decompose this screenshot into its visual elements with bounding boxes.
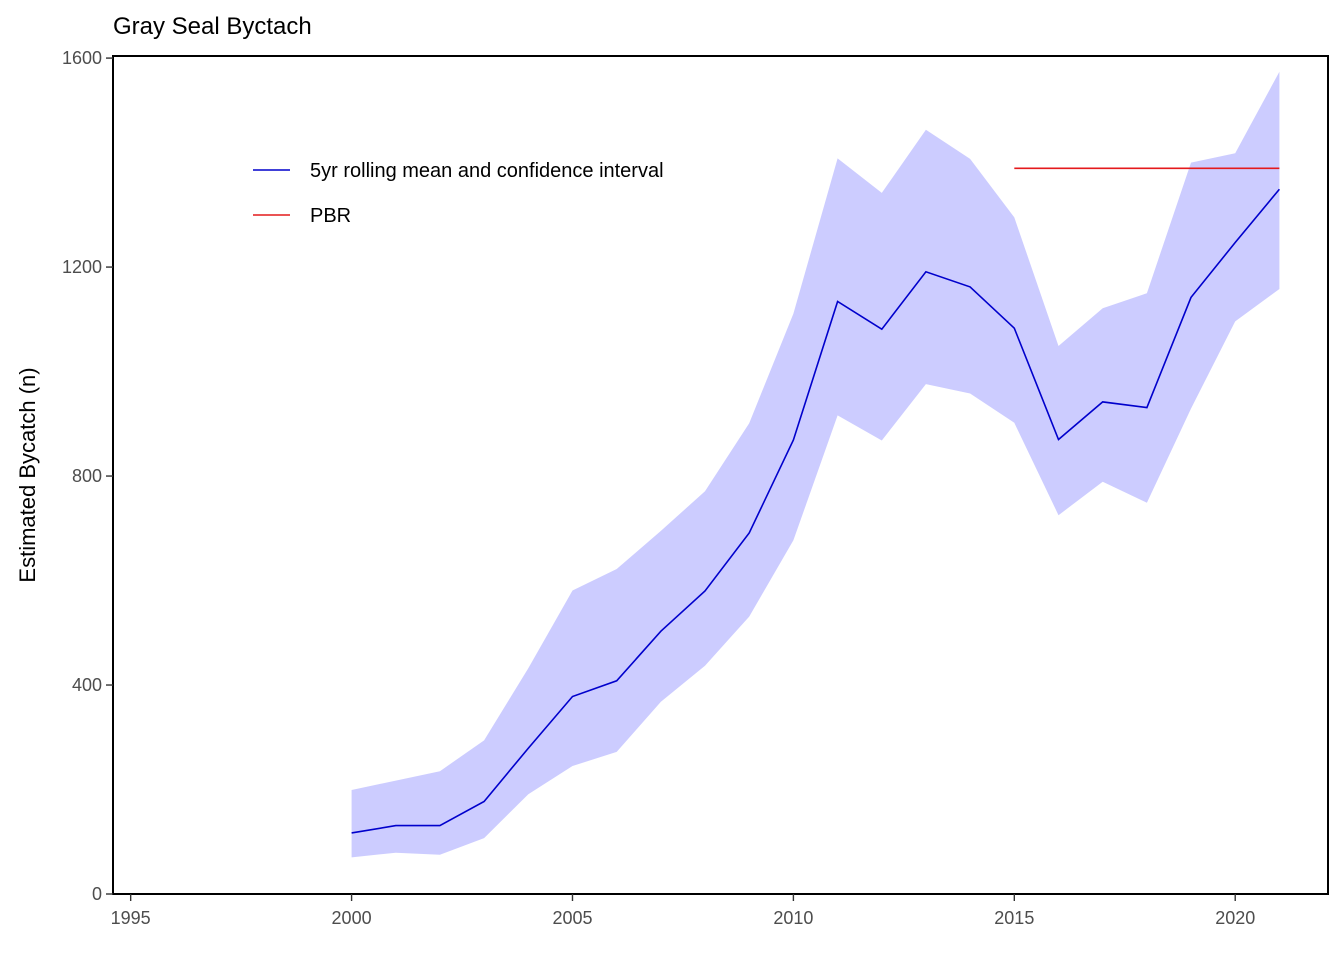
x-tick-label: 2005 (552, 908, 592, 928)
chart-title: Gray Seal Byctach (113, 13, 312, 40)
confidence-band-layer (351, 71, 1280, 858)
y-tick-label: 1200 (62, 257, 102, 277)
x-tick-label: 2010 (773, 908, 813, 928)
y-axis: 0 400 800 1200 1600 (62, 48, 113, 904)
legend-label-rolling-mean: 5yr rolling mean and confidence interval (310, 160, 664, 182)
y-tick-label: 0 (92, 884, 102, 904)
x-tick-label: 2020 (1215, 908, 1255, 928)
series-line-layer (351, 167, 1281, 834)
x-tick-label: 2015 (994, 908, 1034, 928)
rolling-mean-line (351, 188, 1281, 834)
legend-label-pbr: PBR (310, 205, 351, 227)
x-tick-label: 1995 (111, 908, 151, 928)
confidence-interval-band (351, 71, 1280, 858)
y-tick-label: 800 (72, 466, 102, 486)
legend: 5yr rolling mean and confidence interval… (253, 160, 664, 227)
y-tick-label: 400 (72, 675, 102, 695)
plot-panel-border (112, 55, 1329, 895)
y-tick-label: 1600 (62, 48, 102, 68)
x-axis: 1995 2000 2005 2010 2015 2020 (111, 894, 1255, 928)
y-axis-title: Estimated Bycatch (n) (15, 367, 40, 582)
x-tick-label: 2000 (332, 908, 372, 928)
